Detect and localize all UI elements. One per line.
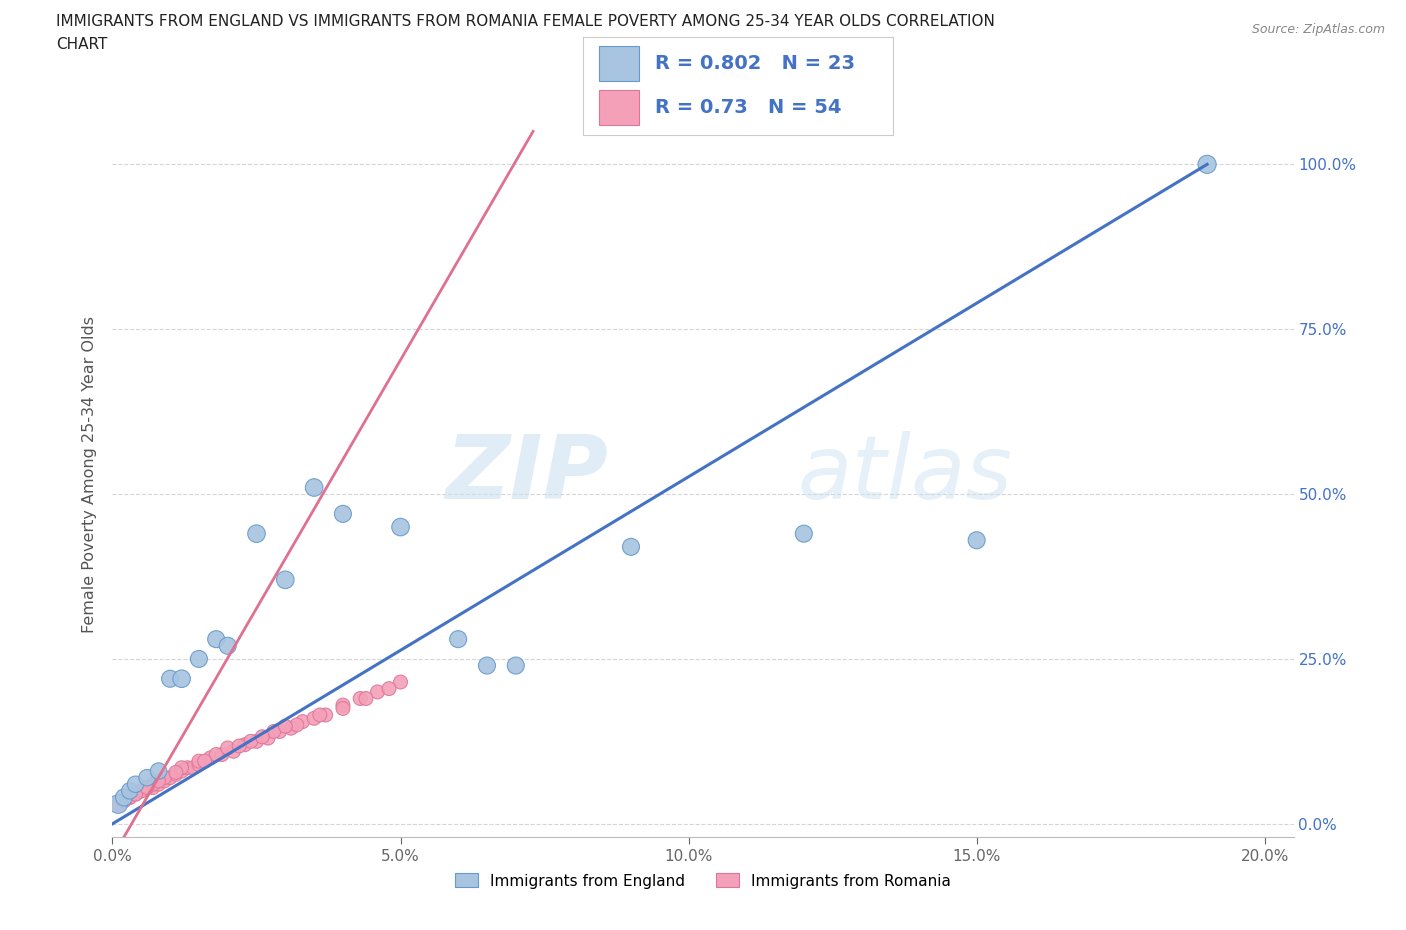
Point <box>205 747 228 762</box>
Point <box>107 797 129 812</box>
Point <box>274 572 297 587</box>
Point <box>194 753 217 768</box>
Point <box>187 652 209 667</box>
Point <box>332 701 354 716</box>
Point <box>107 797 129 812</box>
Point <box>170 761 193 776</box>
Point <box>176 761 198 776</box>
Point <box>124 787 146 802</box>
Point <box>112 793 135 808</box>
Point <box>124 777 146 791</box>
Point <box>332 698 354 712</box>
Point <box>165 765 187 780</box>
Point <box>129 783 152 798</box>
Point <box>148 777 170 791</box>
Point <box>211 747 233 762</box>
Point <box>475 658 498 673</box>
Point <box>112 790 135 804</box>
Point <box>389 520 412 535</box>
Point <box>142 777 165 791</box>
Point <box>112 793 135 808</box>
Point <box>118 783 141 798</box>
Point <box>200 751 222 765</box>
Point <box>620 539 643 554</box>
Point <box>269 724 291 739</box>
Point <box>148 764 170 778</box>
Point <box>315 708 337 723</box>
Text: CHART: CHART <box>56 37 108 52</box>
Point <box>245 526 267 541</box>
Point <box>205 631 228 646</box>
Point <box>505 658 527 673</box>
Point <box>285 717 308 732</box>
Point <box>170 764 193 778</box>
Point <box>291 714 314 729</box>
Point <box>966 533 988 548</box>
Point <box>217 638 239 653</box>
Point <box>309 708 332 723</box>
Y-axis label: Female Poverty Among 25-34 Year Olds: Female Poverty Among 25-34 Year Olds <box>82 316 97 632</box>
Point <box>354 691 377 706</box>
Point <box>222 744 245 759</box>
Point <box>159 770 181 785</box>
Point <box>280 721 302 736</box>
Point <box>332 507 354 522</box>
Point <box>274 719 297 734</box>
Point <box>389 674 412 689</box>
Point <box>159 671 181 686</box>
Point <box>239 734 262 749</box>
Point <box>302 480 325 495</box>
Point <box>142 780 165 795</box>
Point <box>793 526 815 541</box>
Point <box>124 787 146 802</box>
Point <box>170 671 193 686</box>
Point <box>118 790 141 804</box>
Point <box>245 734 267 749</box>
FancyBboxPatch shape <box>599 46 640 81</box>
Point <box>187 753 209 768</box>
Point <box>165 767 187 782</box>
Text: ZIP: ZIP <box>446 431 609 518</box>
Point <box>181 761 204 776</box>
Point <box>153 774 176 789</box>
Point <box>118 790 141 804</box>
Point <box>233 737 256 752</box>
Point <box>129 783 152 798</box>
Point <box>252 729 274 744</box>
Text: Source: ZipAtlas.com: Source: ZipAtlas.com <box>1251 23 1385 36</box>
Text: R = 0.802   N = 23: R = 0.802 N = 23 <box>655 54 855 73</box>
Point <box>136 780 159 795</box>
Point <box>217 740 239 755</box>
Point <box>378 681 401 696</box>
Point <box>136 780 159 795</box>
Point <box>366 684 388 699</box>
Legend: Immigrants from England, Immigrants from Romania: Immigrants from England, Immigrants from… <box>449 868 957 895</box>
Point <box>302 711 325 725</box>
Point <box>257 731 280 746</box>
Text: IMMIGRANTS FROM ENGLAND VS IMMIGRANTS FROM ROMANIA FEMALE POVERTY AMONG 25-34 YE: IMMIGRANTS FROM ENGLAND VS IMMIGRANTS FR… <box>56 14 995 29</box>
Point <box>228 738 250 753</box>
Point <box>148 774 170 789</box>
Text: R = 0.73   N = 54: R = 0.73 N = 54 <box>655 98 841 117</box>
Point <box>349 691 371 706</box>
Point <box>187 757 209 772</box>
Point <box>263 724 285 739</box>
Point <box>1197 157 1219 172</box>
Text: atlas: atlas <box>797 432 1012 517</box>
Point <box>447 631 470 646</box>
Point <box>153 770 176 785</box>
FancyBboxPatch shape <box>599 90 640 126</box>
Point <box>136 770 159 785</box>
